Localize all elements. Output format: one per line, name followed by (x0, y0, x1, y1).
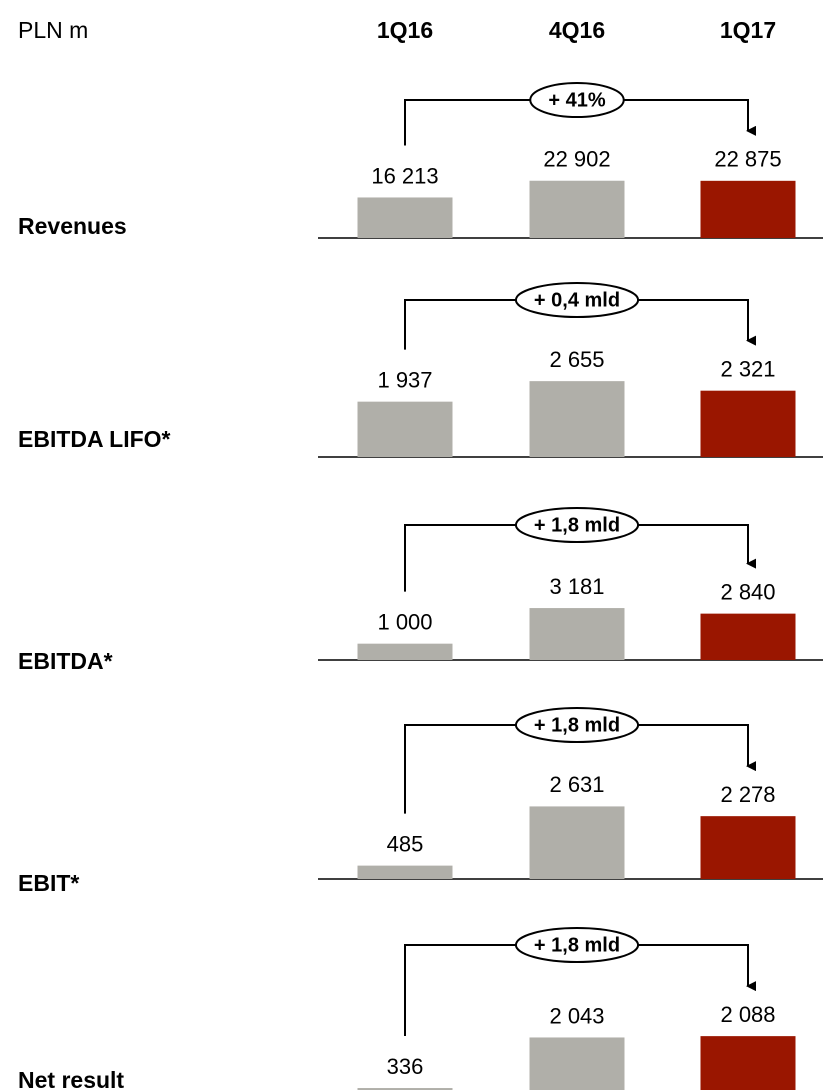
value-label: 22 902 (543, 147, 610, 172)
value-label: 2 321 (720, 356, 775, 381)
bar (357, 1088, 453, 1090)
row-title: EBIT* (18, 870, 79, 896)
bar (529, 381, 625, 457)
value-label: 2 840 (720, 579, 775, 604)
bar (700, 180, 796, 238)
value-label: 2 043 (549, 1003, 604, 1028)
annotation: + 1,8 mld (534, 934, 620, 956)
row-title: Revenues (18, 213, 127, 239)
unit-label: PLN m (18, 17, 88, 43)
bar (357, 401, 453, 457)
row-title: EBITDA LIFO* (18, 426, 171, 452)
bar (700, 613, 796, 660)
row-title: EBITDA* (18, 648, 113, 674)
value-label: 22 875 (714, 147, 781, 172)
value-label: 485 (387, 831, 424, 856)
value-label: 16 213 (371, 163, 438, 188)
value-label: 1 000 (377, 609, 432, 634)
annotation-oval (514, 927, 640, 963)
value-label: 1 937 (377, 367, 432, 392)
bar (357, 197, 453, 238)
annotation-oval (514, 282, 640, 318)
column-header: 1Q17 (720, 17, 776, 43)
value-label: 2 631 (549, 772, 604, 797)
value-label: 3 181 (549, 574, 604, 599)
bar (529, 608, 625, 660)
value-label: 336 (387, 1054, 424, 1079)
annotation: + 41% (548, 89, 605, 111)
bar (357, 865, 453, 879)
annotation-oval (529, 82, 625, 118)
value-label: 2 088 (720, 1002, 775, 1027)
bar (529, 806, 625, 879)
bar (529, 1037, 625, 1090)
row-title: Net result (18, 1067, 124, 1090)
value-label: 2 655 (549, 347, 604, 372)
bar (700, 390, 796, 457)
annotation-oval (514, 507, 640, 543)
bar (529, 180, 625, 238)
column-header: 4Q16 (549, 17, 605, 43)
bar (357, 643, 453, 660)
annotation: + 1,8 mld (534, 714, 620, 736)
bar (700, 1036, 796, 1090)
annotation: + 1,8 mld (534, 514, 620, 536)
column-header: 1Q16 (377, 17, 433, 43)
annotation-oval (514, 707, 640, 743)
bar (700, 816, 796, 879)
annotation: + 0,4 mld (534, 289, 620, 311)
value-label: 2 278 (720, 782, 775, 807)
